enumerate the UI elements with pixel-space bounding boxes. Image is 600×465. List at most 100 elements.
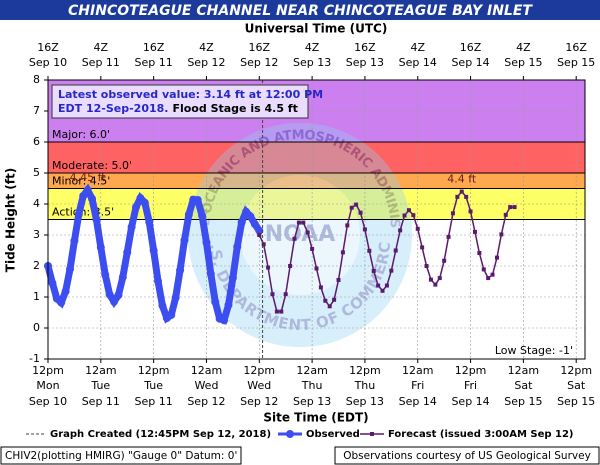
x-tick-label: 12am	[402, 364, 433, 377]
forecast-point	[468, 209, 473, 214]
x2-tick-label: 16Z	[565, 41, 587, 54]
x-tick-day: Sat	[514, 379, 533, 392]
y-tick-label: 6	[33, 135, 40, 148]
forecast-point	[477, 250, 482, 255]
forecast-point	[415, 226, 420, 231]
forecast-point	[424, 264, 429, 268]
x-tick-day: Tue	[90, 379, 110, 392]
x2-tick-date: Sep 12	[240, 56, 278, 69]
observed-point	[237, 218, 246, 227]
y-tick-label: 1	[33, 290, 40, 303]
x-tick-day: Wed	[194, 379, 218, 392]
forecast-point	[464, 194, 469, 199]
observed-point	[118, 273, 127, 282]
observed-point	[220, 316, 229, 325]
observed-point	[233, 242, 242, 251]
observed-point	[171, 293, 180, 302]
observed-point	[198, 211, 207, 220]
x2-tick-label: 4Z	[199, 41, 214, 54]
legend-created-label: Graph Created (12:45PM Sep 12, 2018)	[50, 429, 271, 440]
legend-observed-point	[286, 430, 294, 438]
x2-tick-date: Sep 13	[293, 56, 331, 69]
forecast-point	[411, 213, 416, 218]
x-tick-label: 12pm	[349, 364, 381, 377]
info-line2b: Flood Stage is 4.5 ft	[172, 102, 297, 115]
forecast-point	[367, 248, 372, 253]
forecast-point	[508, 205, 513, 210]
stage-label: Major: 6.0'	[52, 128, 110, 141]
forecast-point	[512, 205, 517, 210]
y-tick-label: 8	[33, 73, 40, 86]
observed-point	[193, 195, 202, 204]
forecast-point	[345, 223, 350, 228]
x-tick-label: 12pm	[560, 364, 592, 377]
top-axis-label: Universal Time (UTC)	[245, 22, 388, 36]
forecast-point	[450, 211, 455, 216]
forecast-point	[270, 292, 275, 297]
x2-tick-date: Sep 11	[82, 56, 120, 69]
observed-point	[246, 212, 255, 221]
forecast-point	[371, 268, 376, 273]
info-line2a: EDT 12-Sep-2018.	[58, 102, 168, 115]
forecast-point	[332, 297, 337, 302]
x2-tick-label: 4Z	[516, 41, 531, 54]
forecast-point	[327, 304, 332, 309]
observed-point	[224, 301, 233, 310]
forecast-point	[428, 277, 433, 282]
forecast-point	[310, 246, 315, 251]
forecast-point	[257, 233, 262, 237]
forecast-point	[393, 248, 398, 253]
x-tick-date: Sep 11	[135, 395, 173, 408]
x2-tick-label: 4Z	[305, 41, 320, 54]
stage-label: Minor: 4.5'	[52, 175, 110, 188]
legend-observed-label: Observed	[306, 429, 360, 440]
x-tick-label: 12pm	[138, 364, 170, 377]
x-tick-label: 12pm	[32, 364, 64, 377]
forecast-point	[442, 258, 447, 263]
x2-tick-label: 16Z	[37, 41, 59, 54]
observed-point	[211, 297, 220, 306]
observed-point	[61, 287, 70, 296]
info-line2: EDT 12-Sep-2018. Flood Stage is 4.5 ft	[58, 102, 298, 115]
observed-point	[132, 203, 141, 212]
forecast-point	[389, 268, 394, 273]
x-tick-label: 12pm	[455, 364, 487, 377]
x2-tick-label: 16Z	[143, 41, 165, 54]
forecast-point	[362, 227, 367, 232]
x-tick-date: Sep 15	[557, 395, 595, 408]
forecast-point	[472, 229, 477, 234]
x-tick-date: Sep 11	[82, 395, 120, 408]
x2-tick-date: Sep 10	[29, 56, 67, 69]
x2-tick-label: 4Z	[410, 41, 425, 54]
x-tick-date: Sep 13	[346, 395, 384, 408]
x-tick-date: Sep 14	[451, 395, 489, 408]
x-tick-label: 12am	[191, 364, 222, 377]
footer-left: CHIV2(plotting HMIRG) "Gauge 0" Datum: 0…	[5, 450, 237, 462]
observed-point	[206, 270, 215, 279]
title-bar	[0, 0, 600, 20]
forecast-point	[274, 309, 279, 314]
forecast-point	[358, 210, 363, 215]
forecast-point	[354, 202, 359, 207]
observed-point	[184, 210, 193, 219]
observed-point	[180, 236, 189, 245]
observed-point	[66, 265, 75, 274]
x-axis-label: Site Time (EDT)	[263, 411, 368, 425]
plot-frame	[47, 79, 586, 360]
x-tick-label: 12am	[508, 364, 539, 377]
x2-tick-label: 16Z	[249, 41, 271, 54]
forecast-point	[283, 292, 288, 297]
forecast-point	[349, 205, 354, 210]
chart-title: CHINCOTEAGUE CHANNEL NEAR CHINCOTEAGUE B…	[68, 3, 533, 19]
forecast-point	[296, 220, 301, 225]
y-tick-label: 3	[33, 228, 40, 241]
forecast-point	[380, 288, 385, 293]
info-box	[51, 84, 309, 119]
low-stage-label: Low Stage: -1'	[495, 344, 573, 357]
observed-point	[74, 210, 83, 219]
observed-point	[110, 297, 119, 306]
observed-point	[167, 310, 176, 319]
forecast-point	[503, 212, 508, 217]
x-tick-date: Sep 15	[504, 395, 542, 408]
